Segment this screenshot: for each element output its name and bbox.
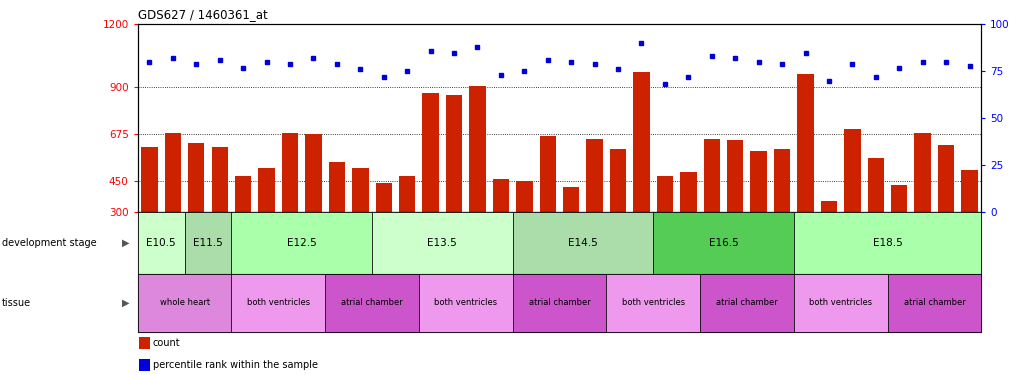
Bar <box>234 177 251 274</box>
Bar <box>281 133 298 274</box>
Bar <box>516 181 532 274</box>
Text: GDS627 / 1460361_at: GDS627 / 1460361_at <box>138 8 267 21</box>
Bar <box>258 168 274 274</box>
Text: both ventricles: both ventricles <box>434 298 497 307</box>
Text: tissue: tissue <box>2 298 32 308</box>
Bar <box>539 136 555 274</box>
Text: percentile rank within the sample: percentile rank within the sample <box>153 360 318 370</box>
Bar <box>960 170 977 274</box>
Text: atrial chamber: atrial chamber <box>528 298 590 307</box>
Text: whole heart: whole heart <box>159 298 210 307</box>
Text: both ventricles: both ventricles <box>621 298 684 307</box>
Bar <box>422 93 438 274</box>
Bar <box>914 133 930 274</box>
Bar <box>328 162 344 274</box>
Bar <box>773 149 790 274</box>
Text: ▶: ▶ <box>122 298 129 308</box>
Text: count: count <box>153 338 180 348</box>
Bar <box>633 72 649 274</box>
Bar <box>586 139 602 274</box>
Bar <box>445 95 462 274</box>
Bar <box>469 86 485 274</box>
Bar <box>138 274 231 332</box>
Bar <box>372 212 513 274</box>
Bar <box>140 358 150 370</box>
Bar <box>609 149 626 274</box>
Bar <box>398 177 415 274</box>
Bar <box>325 274 419 332</box>
Bar <box>793 212 980 274</box>
Bar <box>703 139 719 274</box>
Bar <box>305 134 321 274</box>
Bar <box>562 187 579 274</box>
Bar <box>656 177 673 274</box>
Bar <box>141 147 158 274</box>
Bar <box>231 274 325 332</box>
Text: atrial chamber: atrial chamber <box>715 298 777 307</box>
Text: atrial chamber: atrial chamber <box>340 298 403 307</box>
Text: ▶: ▶ <box>122 238 129 248</box>
Bar <box>867 158 883 274</box>
Bar <box>187 143 204 274</box>
Text: E10.5: E10.5 <box>146 238 175 248</box>
Text: E12.5: E12.5 <box>286 238 316 248</box>
Bar <box>211 147 227 274</box>
Bar <box>652 212 793 274</box>
Bar <box>793 274 887 332</box>
Bar <box>937 145 954 274</box>
Bar <box>699 274 793 332</box>
Text: E14.5: E14.5 <box>568 238 597 248</box>
Bar <box>891 185 907 274</box>
Bar <box>184 212 231 274</box>
Bar <box>513 274 605 332</box>
Bar <box>605 274 699 332</box>
Text: both ventricles: both ventricles <box>247 298 310 307</box>
Bar <box>231 212 372 274</box>
Text: both ventricles: both ventricles <box>808 298 871 307</box>
Bar <box>820 201 837 274</box>
Text: development stage: development stage <box>2 238 97 248</box>
Text: E18.5: E18.5 <box>872 238 902 248</box>
Text: atrial chamber: atrial chamber <box>903 298 964 307</box>
Text: E11.5: E11.5 <box>193 238 223 248</box>
Bar <box>513 212 652 274</box>
Bar <box>164 133 180 274</box>
Bar <box>680 172 696 274</box>
Bar <box>797 74 813 274</box>
Bar <box>844 129 860 274</box>
Text: E16.5: E16.5 <box>708 238 738 248</box>
Bar <box>138 212 184 274</box>
Bar <box>352 168 368 274</box>
Bar <box>492 178 508 274</box>
Bar <box>750 152 766 274</box>
Text: E13.5: E13.5 <box>427 238 457 248</box>
Bar <box>375 183 391 274</box>
Bar <box>419 274 513 332</box>
Bar <box>140 337 150 349</box>
Bar <box>727 140 743 274</box>
Bar <box>887 274 980 332</box>
